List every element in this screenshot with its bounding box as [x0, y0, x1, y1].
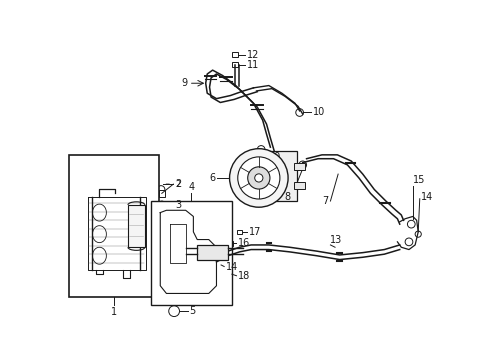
Circle shape	[157, 186, 165, 193]
Circle shape	[238, 157, 280, 199]
Bar	[69, 155, 159, 297]
Circle shape	[203, 230, 210, 237]
Text: 18: 18	[238, 271, 250, 281]
Circle shape	[407, 220, 415, 228]
Bar	[159, 190, 165, 197]
Circle shape	[171, 213, 178, 220]
Bar	[151, 201, 232, 305]
Circle shape	[296, 109, 303, 116]
Circle shape	[299, 161, 307, 169]
Text: 16: 16	[238, 238, 250, 248]
Text: 17: 17	[249, 227, 261, 237]
Text: 14: 14	[420, 192, 433, 202]
Text: 3: 3	[175, 200, 181, 210]
Bar	[232, 53, 238, 57]
Circle shape	[169, 306, 179, 316]
Circle shape	[224, 270, 232, 278]
Text: 11: 11	[246, 60, 259, 70]
Text: 13: 13	[330, 235, 343, 245]
Text: 12: 12	[246, 50, 259, 60]
Text: 6: 6	[210, 173, 216, 183]
Bar	[294, 163, 305, 170]
Bar	[251, 151, 297, 201]
Text: 14: 14	[226, 261, 238, 271]
Text: 4: 4	[188, 182, 195, 192]
Text: 5: 5	[190, 306, 196, 316]
Text: 8: 8	[284, 192, 291, 202]
Circle shape	[405, 238, 413, 246]
Text: 1: 1	[111, 306, 117, 316]
Bar	[237, 230, 242, 234]
Circle shape	[415, 231, 421, 237]
Bar	[232, 62, 238, 67]
Text: 9: 9	[181, 78, 187, 88]
Text: 15: 15	[413, 175, 425, 185]
Circle shape	[257, 145, 265, 153]
Bar	[294, 182, 305, 189]
Text: 2: 2	[175, 179, 181, 189]
Bar	[128, 205, 145, 247]
Circle shape	[215, 262, 221, 268]
Circle shape	[248, 167, 270, 189]
Text: 7: 7	[322, 196, 328, 206]
Circle shape	[255, 174, 263, 182]
Text: 10: 10	[313, 108, 325, 117]
Circle shape	[158, 201, 166, 209]
Bar	[228, 241, 233, 246]
Text: 2: 2	[166, 180, 180, 189]
Circle shape	[229, 149, 288, 207]
Text: 10: 10	[269, 152, 281, 162]
Bar	[197, 245, 228, 260]
